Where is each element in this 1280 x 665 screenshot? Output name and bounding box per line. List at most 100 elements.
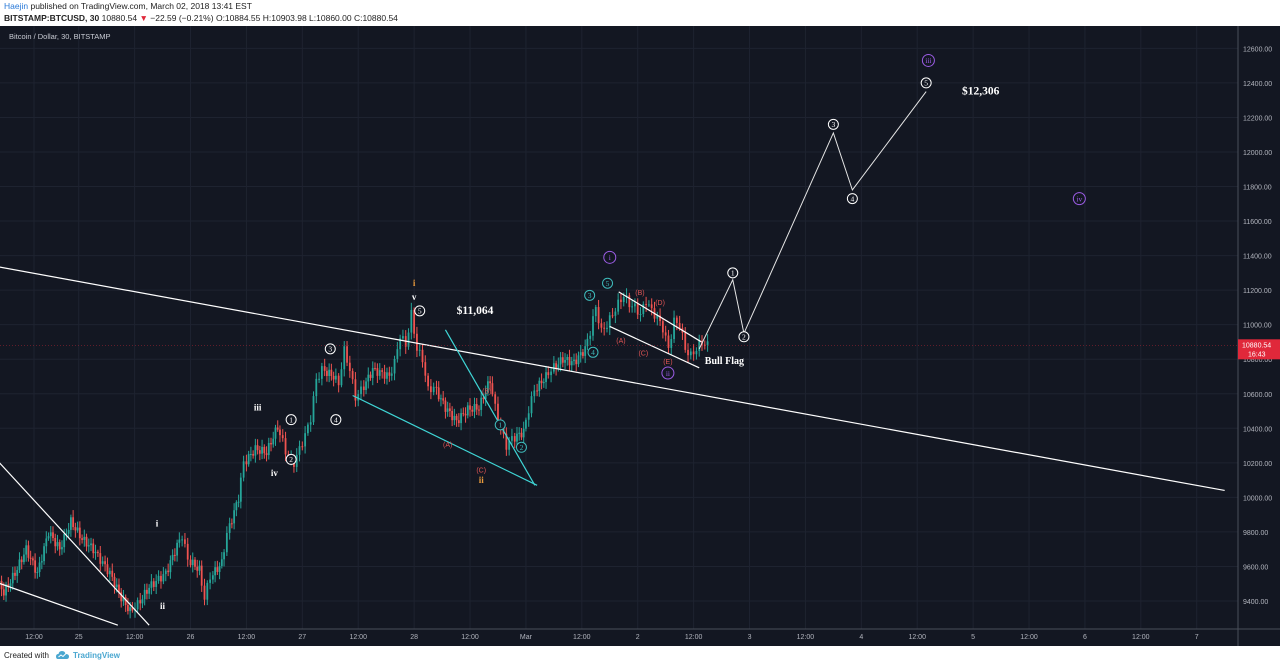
wave-label: 2 (285, 453, 297, 465)
last-price: 10880.54 (101, 13, 138, 23)
candle-body (478, 409, 480, 411)
candle-body (600, 323, 603, 328)
wave-label-text: iii (254, 403, 262, 413)
candle-body (295, 454, 298, 467)
candle-body (469, 405, 471, 410)
wave-label: 2 (515, 441, 527, 453)
candle-body (357, 394, 360, 401)
candle-body (594, 307, 597, 317)
ohlc-values: O:10884.55 H:10903.98 L:10860.00 C:10880… (215, 13, 398, 23)
x-tick-label: 3 (748, 634, 752, 641)
candle-body (552, 363, 555, 372)
candle-body (446, 408, 449, 412)
x-tick-label: 2 (636, 634, 640, 641)
wave-label-text: 5 (418, 307, 422, 316)
wave-label-text: iv (271, 468, 279, 478)
symbol-label: Bitcoin / Dollar, 30, BITSTAMP (9, 32, 111, 41)
candle-body (444, 400, 447, 412)
wave-circle (584, 289, 596, 301)
candle-body (72, 517, 75, 528)
x-tick-label: 12:00 (797, 634, 815, 641)
author-link[interactable]: Haejin (4, 1, 29, 11)
wave-label: ii (661, 366, 675, 380)
candle-body (692, 351, 695, 355)
wave-label-text: i (156, 518, 159, 528)
candle-body (489, 381, 492, 384)
candle-body (606, 327, 608, 329)
candle-body (360, 386, 362, 395)
candle-body (369, 374, 372, 378)
candle-body (0, 580, 3, 590)
candle-body (421, 349, 424, 363)
candle-body (527, 413, 530, 420)
wave-label-text: iii (925, 56, 931, 65)
candle-body (584, 346, 587, 356)
candle-body (334, 375, 337, 380)
candle-body (34, 560, 37, 573)
wave-label-text: Bull Flag (705, 356, 744, 367)
candle-body (491, 383, 494, 395)
down-arrow-icon: ▼ (139, 13, 148, 23)
candle-body (451, 410, 454, 421)
wave-label-text: 4 (851, 194, 855, 203)
wave-label-text: 2 (289, 455, 293, 464)
x-tick-label: 12:00 (25, 634, 43, 641)
candle-body (270, 442, 272, 445)
candle-body (376, 368, 379, 376)
wave-label-text: 5 (924, 79, 928, 88)
chart-canvas[interactable]: 9400.00 9600.00 9800.00 10000.00 10200.00 104… (0, 26, 1280, 646)
candle-body (410, 310, 413, 333)
wave-circle (494, 419, 506, 431)
candle-body (645, 304, 648, 306)
candle-body (678, 322, 681, 329)
wave-label-text: 4 (591, 348, 595, 357)
wave-label-text: 2 (742, 333, 746, 342)
candle-body (582, 352, 584, 356)
candle-body (564, 360, 566, 363)
x-tick-label: 12:00 (238, 634, 256, 641)
candle-body (661, 321, 664, 333)
candle-body (124, 597, 127, 606)
candle-body (326, 370, 328, 376)
candle-body (85, 536, 88, 547)
tradingview-brand[interactable]: TradingView (73, 651, 120, 660)
candle-body (579, 352, 582, 356)
candle-body (570, 361, 573, 366)
candle-body (484, 392, 487, 400)
candle-body (684, 332, 687, 350)
candle-body (160, 575, 162, 582)
wave-label: iii (921, 53, 935, 67)
wave-label: (C) (638, 350, 648, 357)
candle-body (81, 538, 83, 540)
candle-body (628, 295, 631, 308)
candle-body (113, 576, 116, 588)
wave-label: (B) (482, 388, 491, 395)
candle-body (547, 372, 550, 376)
publish-info: published on TradingView.com, March 02, … (28, 1, 252, 11)
candle-body (557, 364, 560, 369)
candle-body (214, 567, 217, 576)
candle-body (256, 445, 259, 451)
candle-body (162, 574, 165, 582)
candle-body (127, 605, 129, 612)
candle-body (252, 454, 255, 456)
candle-body (402, 336, 404, 339)
price-chart[interactable]: 9400.00 9600.00 9800.00 10000.00 10200.00 104… (0, 26, 1280, 646)
candle-body (650, 304, 653, 309)
candle-body (301, 446, 304, 448)
x-tick-label: 12:00 (349, 634, 367, 641)
candle-body (129, 607, 132, 612)
candle-body (318, 378, 320, 380)
wave-label: 5 (414, 305, 426, 317)
wave-label: iv (1072, 192, 1086, 206)
last-price-value: 10880.54 (1242, 342, 1271, 349)
candle-body (332, 375, 335, 380)
candle-body (622, 296, 625, 303)
candle-body (340, 369, 343, 386)
y-tick-label: 9400.00 (1243, 599, 1268, 606)
wave-label: i (413, 278, 416, 288)
candle-body (559, 357, 562, 365)
wave-label: 3 (324, 343, 336, 355)
trendline (0, 462, 150, 626)
y-tick-label: 10000.00 (1243, 495, 1272, 502)
